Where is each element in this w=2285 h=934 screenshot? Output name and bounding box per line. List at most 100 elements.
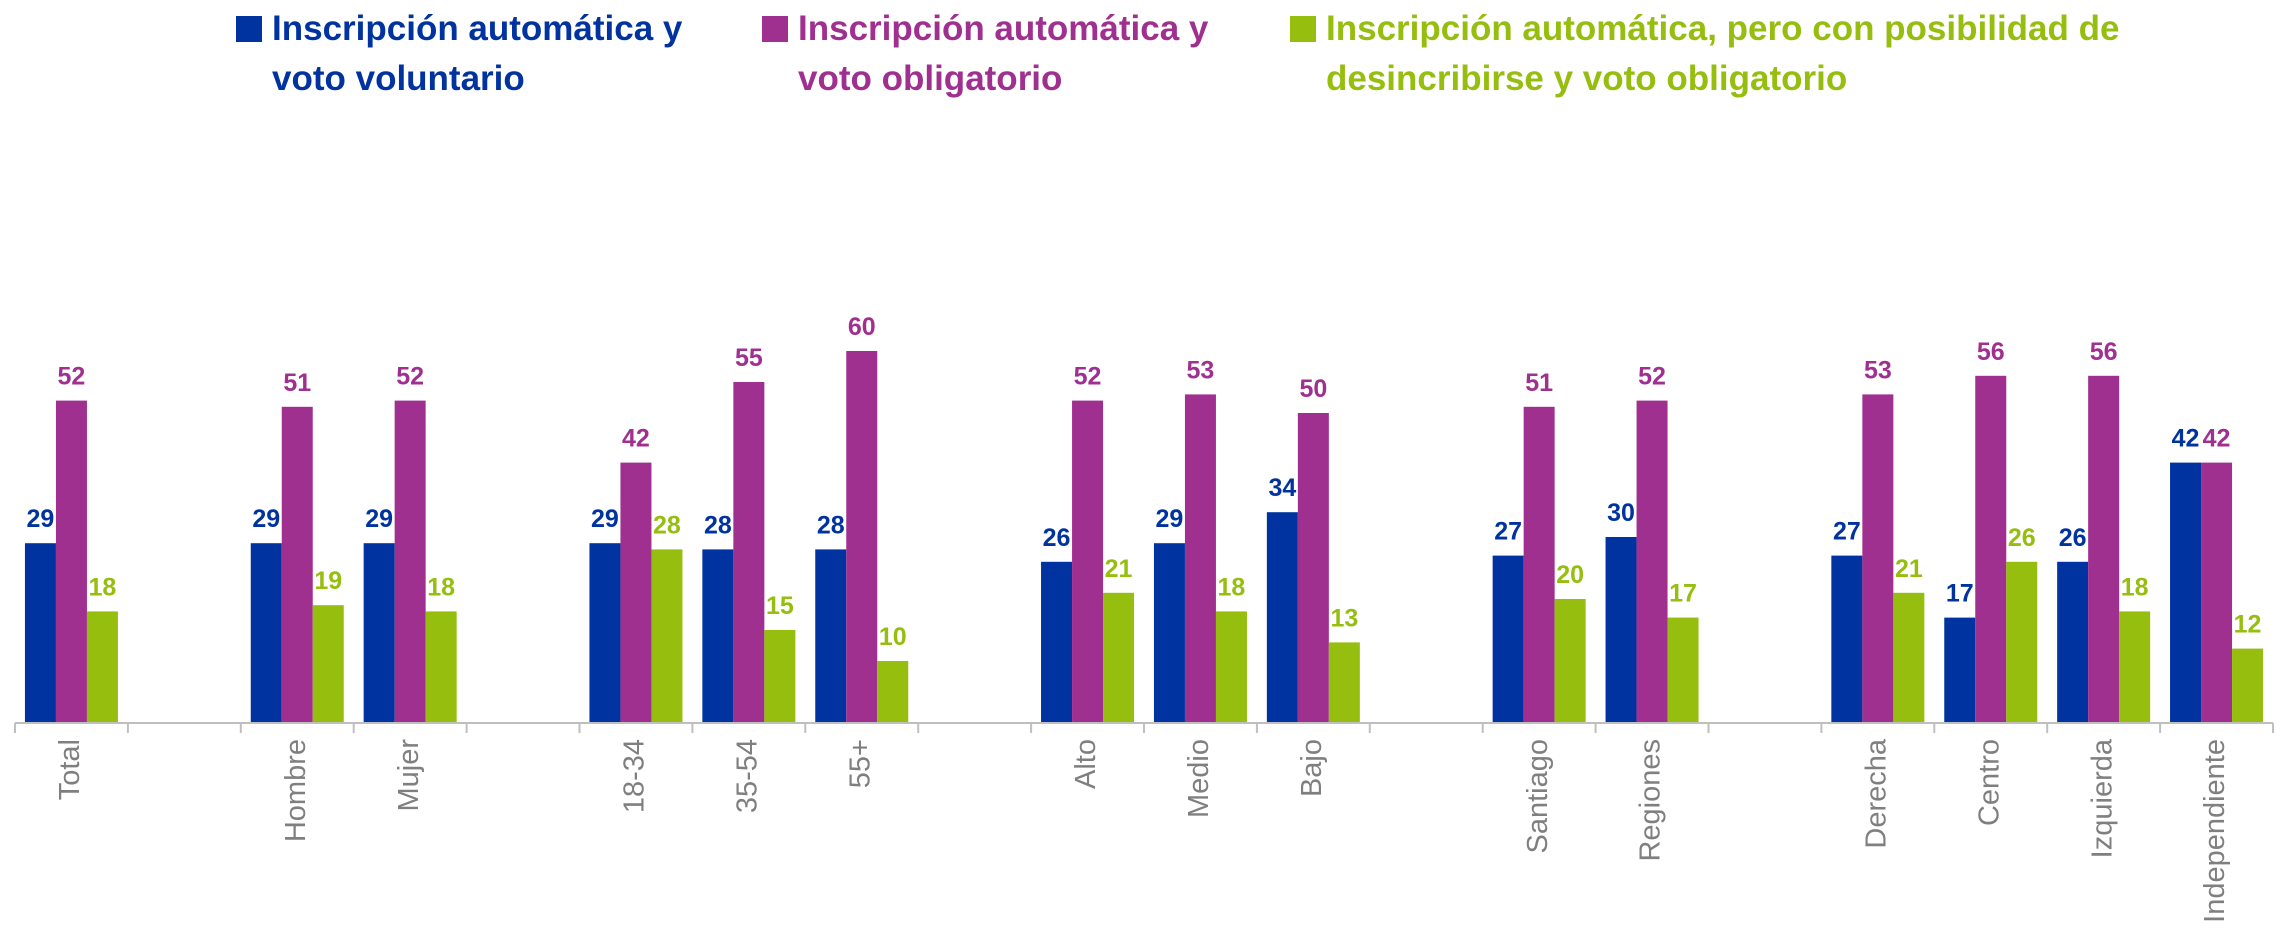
value-label: 29 — [591, 505, 619, 533]
bar — [1636, 400, 1668, 723]
legend-swatch — [236, 16, 262, 42]
bar — [2088, 375, 2120, 723]
value-label: 60 — [848, 313, 876, 341]
bar — [1072, 400, 1104, 723]
bar — [1153, 543, 1185, 723]
bar — [651, 549, 683, 723]
x-tick-label: 55+ — [844, 739, 876, 788]
bar — [394, 400, 426, 723]
bar — [1523, 406, 1555, 723]
value-label: 52 — [58, 363, 86, 391]
bar — [1184, 394, 1216, 723]
x-tick-label: Centro — [1973, 739, 2005, 826]
legend-item: Inscripción automática, pero con posibil… — [1290, 4, 2206, 104]
bar — [815, 549, 847, 723]
value-label: 21 — [1895, 555, 1923, 583]
bar — [702, 549, 734, 723]
value-label: 28 — [653, 511, 681, 539]
bar — [250, 543, 282, 723]
value-label: 55 — [735, 344, 763, 372]
value-label: 10 — [879, 623, 907, 651]
value-label: 30 — [1607, 499, 1635, 527]
bar — [1862, 394, 1894, 723]
bar — [1831, 555, 1863, 723]
value-label: 51 — [283, 369, 311, 397]
value-label: 29 — [252, 505, 280, 533]
x-tick-label: 18-34 — [619, 739, 651, 813]
legend-label: Inscripción automática y voto obligatori… — [798, 9, 1209, 98]
value-label: 42 — [2203, 425, 2231, 453]
x-tick-label: Alto — [1070, 739, 1102, 789]
value-label: 28 — [704, 511, 732, 539]
value-label: 18 — [427, 573, 455, 601]
value-label: 53 — [1864, 356, 1892, 384]
value-label: 29 — [1156, 505, 1184, 533]
bar — [589, 543, 621, 723]
bar — [1266, 512, 1298, 723]
value-label: 17 — [1669, 580, 1697, 608]
x-tick-label: Santiago — [1522, 739, 1554, 854]
bar — [24, 543, 56, 723]
x-tick-label: Independiente — [2199, 739, 2231, 923]
bar — [733, 382, 765, 723]
bar — [620, 462, 652, 723]
value-label: 26 — [2008, 524, 2036, 552]
value-label: 42 — [2172, 425, 2200, 453]
bar — [312, 605, 344, 723]
value-label: 56 — [2090, 338, 2118, 366]
value-label: 18 — [2121, 573, 2149, 601]
bar — [1667, 617, 1699, 723]
bar — [1492, 555, 1524, 723]
bar — [425, 611, 457, 723]
legend-item: Inscripción automática y voto voluntario — [236, 4, 722, 104]
value-label: 12 — [2234, 611, 2262, 639]
bar — [281, 406, 313, 723]
bar — [1554, 599, 1586, 723]
x-tick-label: Total — [54, 739, 86, 800]
value-label: 19 — [314, 567, 342, 595]
x-tick-label: Regiones — [1635, 739, 1667, 862]
value-label: 28 — [817, 511, 845, 539]
bar — [363, 543, 395, 723]
value-label: 20 — [1556, 561, 1584, 589]
bar — [1944, 617, 1976, 723]
value-label: 15 — [766, 592, 794, 620]
value-label: 29 — [27, 505, 55, 533]
bar — [1041, 561, 1073, 723]
value-label: 51 — [1525, 369, 1553, 397]
value-label: 52 — [1074, 363, 1102, 391]
value-label: 17 — [1946, 580, 1974, 608]
bar — [1893, 592, 1925, 723]
value-label: 52 — [1638, 363, 1666, 391]
x-tick-label: Hombre — [280, 739, 312, 842]
bar — [2119, 611, 2151, 723]
x-tick-label: Mujer — [393, 739, 425, 812]
bar — [2170, 462, 2202, 723]
bar — [2232, 648, 2264, 723]
value-label: 34 — [1268, 474, 1296, 502]
bar — [877, 661, 909, 723]
value-label: 26 — [2059, 524, 2087, 552]
value-label: 27 — [1494, 518, 1522, 546]
value-label: 56 — [1977, 338, 2005, 366]
legend-swatch — [1290, 16, 1316, 42]
x-tick-label: Derecha — [1861, 738, 1893, 848]
bar — [764, 630, 796, 723]
bar — [1975, 375, 2007, 723]
bar — [1215, 611, 1247, 723]
bar — [2201, 462, 2233, 723]
value-label: 53 — [1187, 356, 1215, 384]
legend-label: Inscripción automática, pero con posibil… — [1326, 9, 2120, 98]
bar — [1297, 413, 1329, 723]
bar — [1328, 642, 1360, 723]
value-label: 42 — [622, 425, 650, 453]
value-label: 52 — [396, 363, 424, 391]
x-tick-label: Izquierda — [2086, 738, 2118, 858]
bar — [1103, 592, 1135, 723]
value-label: 21 — [1105, 555, 1133, 583]
value-label: 18 — [1218, 573, 1246, 601]
bar — [86, 611, 118, 723]
value-label: 29 — [365, 505, 393, 533]
value-label: 27 — [1833, 518, 1861, 546]
